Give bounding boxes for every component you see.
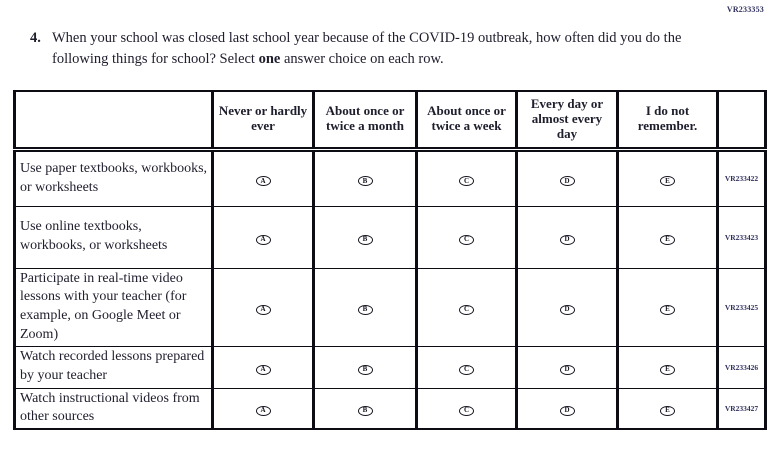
- table-row-instructional-videos: Watch instructional videos from other so…: [13, 387, 767, 430]
- question-number: 4.: [30, 30, 41, 46]
- answer-bubble-d[interactable]: D: [559, 234, 575, 245]
- header-once-twice-month: About once or twice a month: [312, 90, 418, 152]
- page-accession-code: VR233353: [726, 5, 764, 14]
- answer-bubble-b[interactable]: B: [357, 405, 373, 416]
- question-text: When your school was closed last school …: [52, 28, 702, 69]
- row-accession-code: VR233422: [716, 148, 767, 207]
- table-row-recorded-lessons: Watch recorded lessons prepared by your …: [13, 345, 767, 389]
- answer-bubble-b[interactable]: B: [357, 364, 373, 375]
- answer-bubble-c[interactable]: C: [459, 304, 474, 315]
- answer-bubble-c[interactable]: C: [459, 364, 474, 375]
- answer-bubble-c[interactable]: C: [459, 405, 474, 416]
- header-row: Never or hardly ever About once or twice…: [13, 90, 767, 152]
- answer-bubble-e[interactable]: E: [660, 234, 675, 245]
- question-block: 4. When your school was closed last scho…: [30, 28, 720, 69]
- answer-bubble-e[interactable]: E: [660, 405, 675, 416]
- answer-bubble-c[interactable]: C: [459, 234, 474, 245]
- answer-bubble-e[interactable]: E: [660, 304, 675, 315]
- answer-bubble-d[interactable]: D: [559, 405, 575, 416]
- answer-bubble-d[interactable]: D: [559, 364, 575, 375]
- header-every-day: Every day or almost every day: [515, 90, 619, 152]
- row-label: Participate in real-time video lessons w…: [13, 267, 214, 347]
- header-once-twice-week: About once or twice a week: [415, 90, 518, 152]
- header-stub-empty: [13, 90, 214, 152]
- question-text-part2: answer choice on each row.: [280, 50, 444, 67]
- row-label: Use online textbooks, workbooks, or work…: [13, 205, 214, 269]
- header-never: Never or hardly ever: [211, 90, 315, 152]
- answer-bubble-d[interactable]: D: [559, 176, 575, 186]
- answer-bubble-a[interactable]: A: [255, 176, 271, 186]
- answer-bubble-a[interactable]: A: [255, 234, 271, 245]
- answer-bubble-e[interactable]: E: [660, 176, 675, 186]
- table-row-paper-textbooks: Use paper textbooks, workbooks, or works…: [13, 148, 767, 207]
- question-text-bold-one: one: [258, 50, 281, 67]
- table-row-realtime-video-lessons: Participate in real-time video lessons w…: [13, 267, 767, 347]
- answer-bubble-a[interactable]: A: [255, 405, 271, 416]
- row-accession-code: VR233423: [716, 205, 767, 269]
- answer-bubble-c[interactable]: C: [459, 176, 474, 186]
- row-label: Watch instructional videos from other so…: [13, 387, 214, 430]
- answer-bubble-d[interactable]: D: [559, 304, 575, 315]
- row-accession-code: VR233426: [716, 345, 767, 389]
- answer-bubble-b[interactable]: B: [357, 304, 373, 315]
- answer-bubble-e[interactable]: E: [660, 364, 675, 375]
- answer-grid-table: Never or hardly ever About once or twice…: [13, 90, 767, 430]
- row-accession-code: VR233425: [716, 267, 767, 347]
- row-label: Watch recorded lessons prepared by your …: [13, 345, 214, 389]
- answer-bubble-a[interactable]: A: [255, 304, 271, 315]
- table-row-online-textbooks: Use online textbooks, workbooks, or work…: [13, 205, 767, 269]
- answer-bubble-b[interactable]: B: [357, 176, 373, 186]
- question-text-part1: When your school was closed last school …: [52, 30, 682, 67]
- answer-bubble-b[interactable]: B: [357, 234, 373, 245]
- header-code-empty: [716, 90, 767, 152]
- row-label: Use paper textbooks, workbooks, or works…: [13, 148, 214, 207]
- header-do-not-remember: I do not remember.: [616, 90, 719, 152]
- answer-bubble-a[interactable]: A: [255, 364, 271, 375]
- row-accession-code: VR233427: [716, 387, 767, 430]
